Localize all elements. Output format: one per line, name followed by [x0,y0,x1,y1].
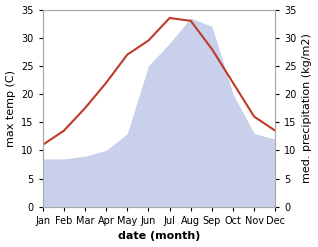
Y-axis label: med. precipitation (kg/m2): med. precipitation (kg/m2) [302,33,313,183]
X-axis label: date (month): date (month) [118,231,200,242]
Y-axis label: max temp (C): max temp (C) [5,70,16,147]
